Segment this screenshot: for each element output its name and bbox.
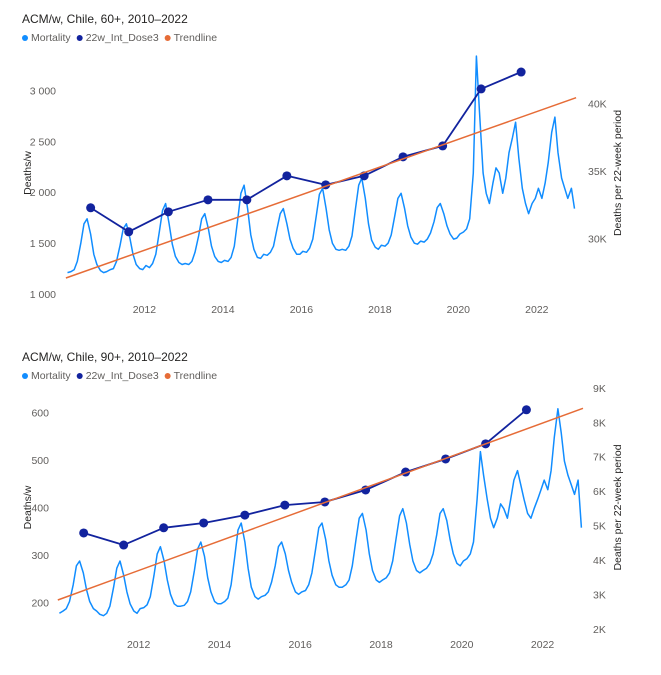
x-tick-label: 2020 — [450, 639, 474, 651]
y2-tick-label: 35K — [588, 166, 607, 178]
legend-label: Trendline — [174, 32, 218, 44]
legend-label: 22w_Int_Dose3 — [86, 370, 159, 382]
y2-tick-label: 40K — [588, 99, 607, 111]
series-line — [65, 96, 577, 279]
legend-label: Trendline — [174, 370, 218, 382]
x-tick-label: 2020 — [447, 304, 471, 316]
series-marker — [203, 195, 213, 205]
y2-axis-title: Deaths per 22-week period — [612, 110, 624, 236]
series-marker — [163, 207, 173, 217]
legend-marker — [22, 35, 28, 41]
series-marker — [86, 203, 96, 213]
y-tick-label: 1 000 — [30, 289, 56, 301]
chart-title: ACM/w, Chile, 90+, 2010–2022 — [22, 350, 188, 364]
y2-tick-label: 3K — [593, 589, 606, 601]
y-tick-label: 2 000 — [30, 187, 56, 199]
series-marker — [240, 510, 250, 520]
y2-tick-label: 30K — [588, 234, 607, 246]
y-tick-label: 500 — [31, 455, 49, 467]
series-marker — [280, 500, 290, 510]
y2-tick-label: 7K — [593, 452, 606, 464]
series-line — [59, 408, 583, 617]
legend-marker — [76, 35, 83, 41]
x-tick-label: 2018 — [369, 639, 393, 651]
series-marker — [119, 540, 129, 550]
series-marker — [516, 67, 526, 77]
legend-marker — [76, 373, 83, 379]
y2-tick-label: 6K — [593, 486, 606, 498]
series-marker — [476, 84, 486, 94]
y-axis-title: Deaths/w — [22, 485, 34, 529]
y-tick-label: 3 000 — [30, 85, 56, 97]
x-tick-label: 2016 — [289, 639, 313, 651]
y-tick-label: 600 — [31, 407, 49, 419]
series-marker — [159, 523, 169, 533]
series-marker — [282, 171, 292, 181]
x-tick-label: 2012 — [127, 639, 151, 651]
series-line — [90, 71, 522, 233]
legend-label: 22w_Int_Dose3 — [86, 32, 159, 44]
legend-label: Mortality — [31, 32, 71, 44]
legend-marker — [164, 373, 171, 379]
y2-tick-label: 4K — [593, 555, 606, 567]
series-line — [67, 55, 576, 274]
x-tick-label: 2022 — [525, 304, 549, 316]
legend-marker — [164, 35, 171, 41]
y2-tick-label: 2K — [593, 624, 606, 636]
y-tick-label: 200 — [31, 598, 49, 610]
y-tick-label: 2 500 — [30, 136, 56, 148]
series-marker — [521, 405, 531, 415]
y-tick-label: 400 — [31, 502, 49, 514]
y-axis-title: Deaths/w — [22, 151, 34, 195]
y2-tick-label: 5K — [593, 521, 606, 533]
y-tick-label: 300 — [31, 550, 49, 562]
x-tick-label: 2022 — [531, 639, 555, 651]
x-tick-label: 2014 — [208, 639, 232, 651]
y2-tick-label: 9K — [593, 383, 606, 395]
legend-marker — [22, 373, 28, 379]
legend-label: Mortality — [31, 370, 71, 382]
series-line — [83, 409, 527, 546]
chart-title: ACM/w, Chile, 60+, 2010–2022 — [22, 12, 188, 26]
x-tick-label: 2014 — [211, 304, 235, 316]
y2-axis-title: Deaths per 22-week period — [612, 444, 624, 570]
series-marker — [199, 518, 209, 528]
series-marker — [79, 528, 89, 538]
series-line — [57, 407, 584, 601]
y-tick-label: 1 500 — [30, 238, 56, 250]
x-tick-label: 2016 — [290, 304, 314, 316]
series-marker — [124, 227, 134, 237]
y2-tick-label: 8K — [593, 417, 606, 429]
x-tick-label: 2012 — [133, 304, 157, 316]
x-tick-label: 2018 — [368, 304, 392, 316]
series-marker — [242, 195, 252, 205]
